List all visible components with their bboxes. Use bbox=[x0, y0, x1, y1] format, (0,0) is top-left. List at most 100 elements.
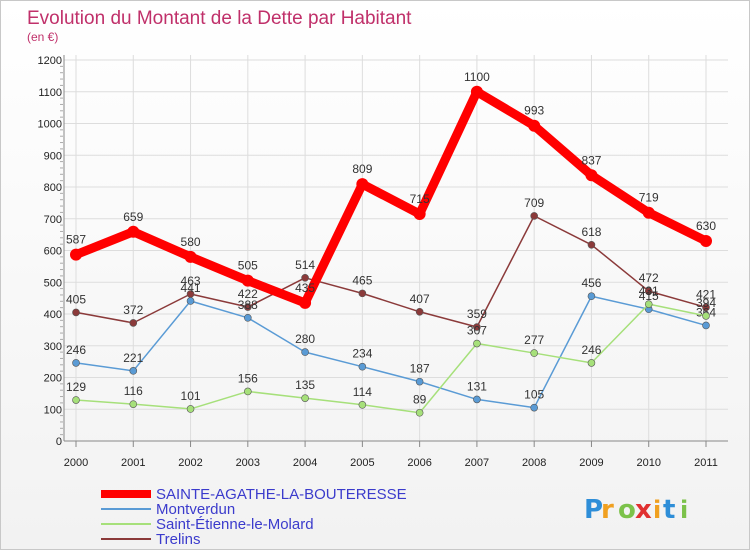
x-tick-label: 2002 bbox=[178, 457, 202, 469]
axes: 0 100 200 300 400 500 600 700 800 900 1000 1100 1200… bbox=[38, 55, 728, 469]
data-point bbox=[415, 377, 424, 386]
data-point bbox=[358, 289, 367, 298]
data-point bbox=[127, 225, 140, 238]
logo-letter: t bbox=[663, 495, 675, 525]
data-point bbox=[473, 395, 481, 404]
data-point bbox=[72, 396, 80, 404]
series-other: 129 116 101 156 135 114 89 307 277 246 431 394 bbox=[66, 284, 716, 417]
x-tick-label: 2008 bbox=[522, 457, 546, 469]
y-tick-label: 1200 bbox=[38, 55, 62, 67]
data-point bbox=[587, 359, 596, 367]
data-point bbox=[473, 323, 481, 331]
data-label: 630 bbox=[696, 219, 716, 233]
data-label: 116 bbox=[124, 384, 143, 398]
logo-letter: o bbox=[618, 495, 636, 525]
x-tick-label: 2011 bbox=[694, 457, 718, 469]
series-other: 405 372 463 422 514 465 407 359 709 618 472 421 bbox=[66, 196, 716, 331]
y-tick-label: 500 bbox=[44, 277, 62, 289]
data-point bbox=[129, 400, 138, 408]
data-label: 465 bbox=[352, 273, 372, 287]
data-label: 156 bbox=[238, 371, 258, 385]
data-label: 135 bbox=[295, 378, 315, 392]
x-tick-label: 2006 bbox=[407, 457, 431, 469]
data-label: 580 bbox=[181, 235, 201, 249]
data-point bbox=[358, 362, 367, 371]
logo-letter: r bbox=[601, 495, 614, 525]
series-other: 246221441388280234187131105456415364 bbox=[66, 276, 716, 412]
data-point bbox=[129, 367, 138, 375]
y-tick-label: 900 bbox=[44, 150, 62, 162]
data-label: 709 bbox=[524, 196, 544, 210]
data-point bbox=[244, 387, 252, 396]
data-label: 277 bbox=[524, 333, 544, 347]
data-point bbox=[241, 274, 254, 287]
data-point bbox=[528, 119, 541, 132]
data-label: 435 bbox=[295, 281, 315, 295]
data-point bbox=[644, 300, 653, 308]
data-label: 431 bbox=[639, 284, 659, 298]
data-label: 131 bbox=[467, 379, 487, 393]
data-label: 129 bbox=[66, 380, 86, 394]
series-line bbox=[71, 87, 711, 308]
data-point bbox=[413, 207, 426, 220]
data-point bbox=[186, 405, 195, 413]
x-tick-label: 2001 bbox=[121, 457, 145, 469]
x-tick-label: 2003 bbox=[236, 457, 260, 469]
legend-label: Montverdun bbox=[156, 501, 235, 518]
data-point bbox=[301, 348, 309, 356]
proxiti-logo: Pr o x i t i bbox=[584, 495, 688, 525]
data-point bbox=[642, 206, 655, 219]
data-point bbox=[184, 250, 197, 263]
data-point bbox=[530, 349, 538, 357]
data-point bbox=[473, 339, 481, 348]
legend-label: Trelins bbox=[156, 531, 200, 548]
data-point bbox=[129, 319, 138, 327]
data-label: 221 bbox=[123, 351, 143, 365]
data-label: 472 bbox=[639, 271, 659, 285]
data-label: 1100 bbox=[464, 70, 490, 84]
x-tick-label: 2000 bbox=[64, 457, 88, 469]
data-point bbox=[72, 308, 80, 317]
data-point bbox=[70, 248, 82, 261]
data-point bbox=[587, 240, 596, 249]
data-label: 715 bbox=[410, 192, 430, 206]
series-main: 587 659 580 505 435 809 715 1100 993 837 719 630 bbox=[66, 70, 716, 309]
data-point bbox=[470, 85, 483, 98]
logo-letter: i bbox=[680, 496, 688, 524]
logo-letter: x bbox=[635, 495, 652, 525]
data-label: 246 bbox=[581, 343, 601, 357]
legend-label: SAINTE-AGATHE-LA-BOUTERESSE bbox=[156, 486, 407, 503]
data-label: 456 bbox=[581, 276, 601, 290]
data-label: 809 bbox=[352, 162, 372, 176]
data-label: 441 bbox=[181, 281, 201, 295]
y-tick-label: 400 bbox=[44, 309, 62, 321]
data-point bbox=[700, 234, 712, 247]
data-point bbox=[530, 212, 538, 220]
data-label: 618 bbox=[581, 225, 601, 239]
data-label: 388 bbox=[238, 298, 258, 312]
y-tick-label: 0 bbox=[56, 436, 62, 448]
series-line bbox=[75, 303, 707, 414]
x-tick-label: 2005 bbox=[350, 457, 374, 469]
data-label: 463 bbox=[181, 274, 201, 288]
data-label: 187 bbox=[410, 362, 430, 376]
data-point bbox=[244, 303, 252, 311]
data-point bbox=[358, 401, 367, 409]
chart-title: Evolution du Montant de la Dette par Hab… bbox=[27, 8, 412, 29]
y-tick-label: 600 bbox=[44, 246, 62, 258]
x-tick-label: 2004 bbox=[293, 457, 317, 469]
data-point bbox=[702, 303, 710, 312]
data-point bbox=[702, 312, 710, 320]
y-tick-label: 100 bbox=[44, 404, 62, 416]
data-label: 405 bbox=[66, 292, 86, 306]
y-tick-label: 1100 bbox=[38, 87, 62, 99]
data-label: 280 bbox=[295, 332, 315, 346]
legend: SAINTE-AGATHE-LA-BOUTERESSEMontverdunSai… bbox=[101, 486, 407, 548]
data-label: 421 bbox=[696, 287, 716, 301]
data-point bbox=[530, 403, 538, 412]
data-point bbox=[587, 292, 596, 301]
data-label: 372 bbox=[123, 303, 143, 317]
data-label: 101 bbox=[181, 389, 201, 403]
data-label: 407 bbox=[410, 292, 430, 306]
